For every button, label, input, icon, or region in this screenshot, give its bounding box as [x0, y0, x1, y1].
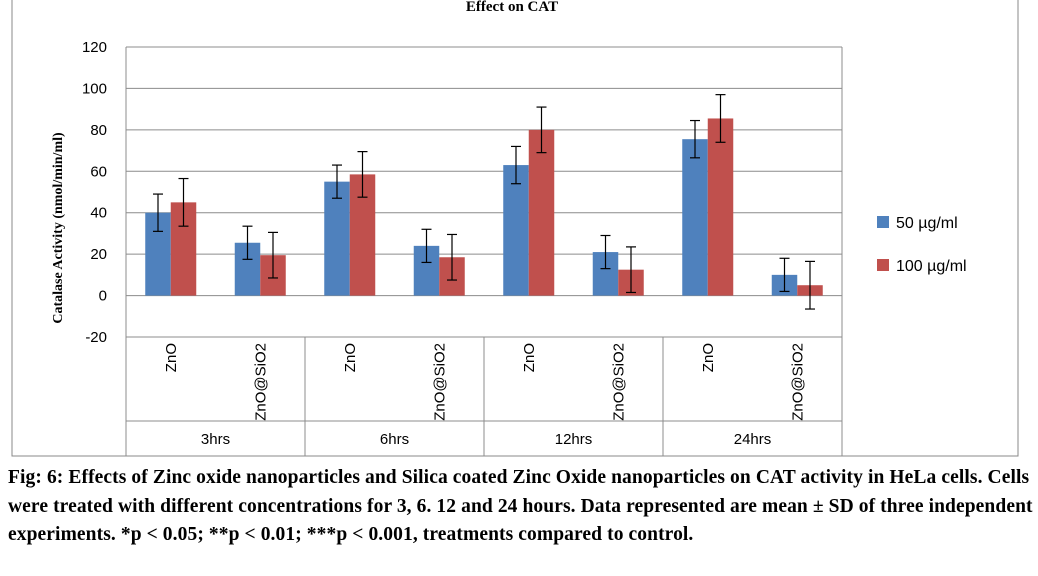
y-axis-label: Catalase Activity (nmol/min/ml) [51, 132, 66, 324]
chart-border [11, 0, 1019, 457]
axes [125, 46, 843, 456]
x-group-label: 6hrs [380, 431, 409, 448]
x-category-label: ZnO@SiO2 [789, 343, 806, 421]
chart-title: Effect on CAT [466, 0, 558, 15]
y-tick-label: 0 [99, 288, 107, 305]
legend-swatch [877, 259, 889, 271]
bar [707, 118, 734, 296]
x-group-label: 12hrs [555, 431, 593, 448]
y-tick-label: 20 [90, 246, 107, 263]
x-category-label: ZnO@SiO2 [610, 343, 627, 421]
chart-frame: Effect on CAT -20 0 20 40 60 80 100 120 ZnO ZnO@S… [11, 0, 1019, 457]
legend-label: 50 µg/ml [896, 215, 958, 232]
y-tick-label: -20 [85, 329, 107, 346]
bar [503, 165, 529, 296]
figure-caption: Fig: 6: Effects of Zinc oxide nanopartic… [8, 467, 1033, 545]
y-tick-label: 80 [90, 122, 107, 139]
legend: 50 µg/ml 100 µg/ml [877, 215, 967, 275]
x-category-label: ZnO [163, 343, 180, 372]
catalase-bar-chart: Effect on CAT -20 0 20 40 60 80 100 120 ZnO ZnO@S… [11, 0, 1019, 457]
legend-swatch [877, 216, 889, 228]
x-category-label: ZnO [700, 343, 717, 372]
x-category-label: ZnO@SiO2 [252, 343, 269, 421]
gridlines [126, 46, 842, 338]
axis-labels: -20 0 20 40 60 80 100 120 ZnO ZnO@SiO2 ZnO ZnO@SiO2… [82, 39, 806, 448]
y-tick-label: 120 [82, 39, 107, 56]
x-category-label: ZnO [521, 343, 538, 372]
y-tick-label: 100 [82, 80, 107, 97]
x-group-label: 3hrs [201, 431, 230, 448]
error-bars [153, 94, 815, 310]
legend-label: 100 µg/ml [896, 258, 967, 275]
y-tick-label: 40 [90, 205, 107, 222]
bar [528, 129, 555, 296]
x-category-label: ZnO@SiO2 [431, 343, 448, 421]
y-tick-label: 60 [90, 163, 107, 180]
bar [682, 139, 708, 296]
bars [145, 118, 823, 296]
x-group-label: 24hrs [734, 431, 772, 448]
bar [324, 181, 350, 296]
x-category-label: ZnO [342, 343, 359, 372]
